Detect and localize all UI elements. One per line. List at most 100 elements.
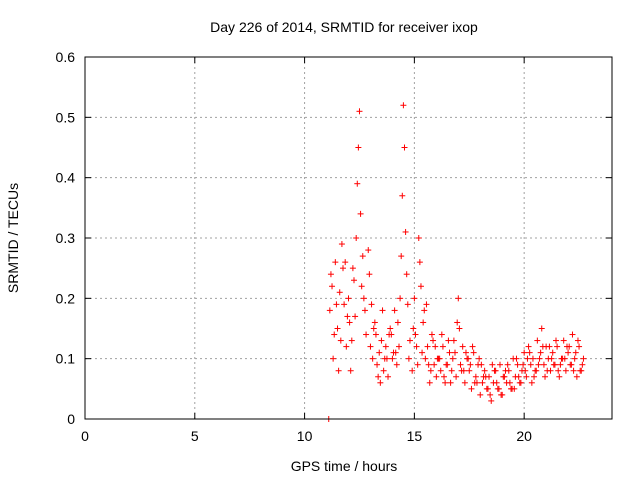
- data-point: [502, 367, 509, 374]
- data-point: [560, 337, 567, 344]
- data-point: [331, 331, 338, 338]
- data-point: [442, 379, 449, 386]
- data-point: [493, 379, 500, 386]
- data-point: [469, 343, 476, 350]
- data-point: [478, 361, 485, 368]
- data-point: [372, 331, 379, 338]
- data-point: [522, 367, 529, 374]
- data-point: [353, 235, 360, 241]
- data-point: [461, 379, 468, 386]
- data-point: [405, 355, 412, 362]
- data-point: [430, 337, 437, 344]
- data-point: [457, 361, 464, 368]
- x-tick-labels: 0 5 10 15 20: [81, 428, 532, 444]
- data-point: [377, 379, 384, 386]
- data-point: [333, 301, 340, 308]
- data-point: [356, 108, 363, 115]
- y-axis-label: SRMTID / TECUs: [5, 183, 21, 293]
- data-point: [417, 283, 424, 290]
- data-point: [571, 355, 578, 362]
- data-point: [416, 259, 423, 266]
- data-point: [337, 337, 344, 344]
- data-point: [329, 283, 336, 290]
- data-point: [557, 361, 564, 368]
- y-tick-label: 0.2: [56, 290, 76, 306]
- data-point: [332, 259, 339, 266]
- data-point: [568, 361, 575, 368]
- data-point: [569, 331, 576, 338]
- data-point: [346, 319, 353, 326]
- data-point: [455, 295, 462, 302]
- data-point: [412, 331, 419, 338]
- data-point: [374, 361, 381, 368]
- data-point: [451, 349, 458, 356]
- data-point: [345, 295, 352, 302]
- chart-title: Day 226 of 2014, SRMTID for receiver ixo…: [210, 19, 478, 35]
- data-point: [427, 367, 434, 374]
- axis-ticks: [84, 56, 612, 420]
- data-point: [566, 343, 573, 350]
- data-point: [466, 367, 473, 374]
- x-tick-label: 10: [297, 428, 313, 444]
- data-point: [470, 349, 477, 356]
- data-point: [348, 337, 355, 344]
- data-point: [409, 367, 416, 374]
- data-point: [413, 343, 420, 350]
- data-point: [450, 337, 457, 344]
- data-points: [325, 102, 587, 422]
- data-point: [419, 349, 426, 356]
- data-point: [531, 373, 538, 380]
- data-point: [554, 343, 561, 350]
- data-point: [574, 337, 581, 344]
- data-point: [389, 355, 396, 362]
- data-point: [521, 349, 528, 356]
- data-point: [570, 367, 577, 374]
- data-point: [561, 355, 568, 362]
- data-point: [363, 331, 370, 338]
- data-point: [459, 343, 466, 350]
- data-point: [446, 349, 453, 356]
- grid-lines: [85, 57, 612, 419]
- data-point: [396, 343, 403, 350]
- data-point: [422, 355, 429, 362]
- data-point: [391, 307, 398, 314]
- data-point: [376, 349, 383, 356]
- data-point: [524, 355, 531, 362]
- data-point: [393, 361, 400, 368]
- data-point: [366, 271, 373, 278]
- data-point: [344, 313, 351, 320]
- y-tick-labels: 0 0.1 0.2 0.3 0.4 0.5 0.6: [56, 49, 76, 427]
- x-axis-label: GPS time / hours: [291, 458, 398, 474]
- data-point: [433, 373, 440, 380]
- data-point: [539, 343, 546, 350]
- data-point: [517, 379, 524, 386]
- data-point: [544, 367, 551, 374]
- data-point: [381, 355, 388, 362]
- data-point: [523, 373, 530, 380]
- data-point: [538, 325, 545, 332]
- data-point: [398, 253, 405, 260]
- data-point: [432, 343, 439, 350]
- data-point: [368, 301, 375, 308]
- data-point: [456, 325, 463, 332]
- data-point: [330, 355, 337, 362]
- data-point: [488, 397, 495, 404]
- data-point: [534, 337, 541, 344]
- data-point: [335, 367, 342, 374]
- data-point: [406, 337, 413, 344]
- data-point: [340, 265, 347, 272]
- data-point: [367, 343, 374, 350]
- data-point: [428, 331, 435, 338]
- data-point: [402, 228, 409, 235]
- data-point: [527, 361, 534, 368]
- data-point: [327, 271, 334, 278]
- data-point: [390, 349, 397, 356]
- data-point: [536, 355, 543, 362]
- data-point: [546, 343, 553, 350]
- data-point: [350, 277, 357, 284]
- data-point: [371, 319, 378, 326]
- data-point: [556, 373, 563, 380]
- data-point: [382, 343, 389, 350]
- data-point: [495, 385, 502, 392]
